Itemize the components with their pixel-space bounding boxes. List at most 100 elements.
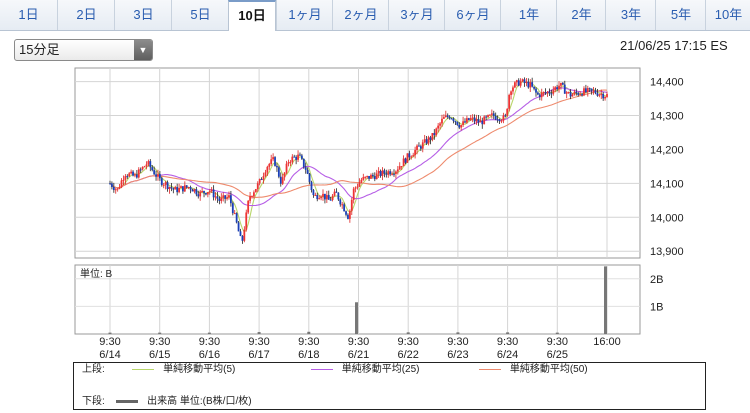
- candle-body: [134, 174, 136, 176]
- tab-11[interactable]: 2年: [556, 0, 606, 30]
- tab-12[interactable]: 3年: [605, 0, 656, 30]
- candle-body: [160, 178, 163, 185]
- tab-5[interactable]: 10日: [228, 0, 276, 31]
- tab-8[interactable]: 3ヶ月: [388, 0, 445, 30]
- candle-body: [253, 192, 255, 197]
- candle-body: [385, 173, 388, 175]
- tab-2[interactable]: 2日: [57, 0, 115, 30]
- candle-body: [331, 195, 334, 200]
- candle-body: [577, 93, 580, 95]
- candle-body: [466, 118, 468, 123]
- candle-body: [429, 137, 432, 140]
- candle-body: [116, 188, 119, 190]
- candle-body: [164, 182, 167, 185]
- candle-body: [208, 190, 211, 193]
- price-tick-label: 14,200: [650, 144, 684, 156]
- candle-body: [473, 117, 476, 122]
- candle-body: [469, 118, 472, 121]
- candle-body: [143, 166, 146, 168]
- candle-body: [347, 214, 349, 219]
- tab-7[interactable]: 2ヶ月: [332, 0, 389, 30]
- x-tick-time: 9:30: [149, 336, 170, 348]
- legend-swatch-ma50: [479, 368, 502, 370]
- chevron-down-icon: ▼: [134, 40, 152, 60]
- candle-body: [558, 85, 560, 90]
- legend-swatch-volume: [116, 399, 139, 403]
- candle-body: [471, 117, 474, 119]
- candle-body: [182, 186, 184, 192]
- candle-body: [325, 194, 328, 200]
- candle-body: [341, 204, 344, 206]
- x-tick-date: 6/21: [348, 349, 369, 361]
- x-tick-date: 6/24: [497, 349, 518, 361]
- candle-body: [277, 167, 280, 177]
- candle-body: [128, 173, 131, 177]
- candle-body: [604, 97, 606, 99]
- candle-body: [561, 82, 564, 85]
- tab-14[interactable]: 10年: [705, 0, 750, 30]
- candle-body: [377, 170, 380, 174]
- x-tick-time: 9:30: [547, 336, 568, 348]
- candle-body: [504, 115, 507, 117]
- x-tick-time: 9:30: [99, 336, 120, 348]
- candle-body: [368, 175, 370, 179]
- candle-body: [410, 156, 413, 158]
- candle-body: [191, 189, 194, 192]
- candle-body: [596, 93, 599, 96]
- candle-body: [391, 173, 393, 175]
- candle-body: [418, 145, 420, 147]
- candle-body: [569, 92, 572, 97]
- candle-body: [281, 177, 284, 184]
- candle-body: [176, 187, 179, 193]
- tab-3[interactable]: 3日: [114, 0, 172, 30]
- candle-body: [606, 93, 608, 98]
- candle-body: [224, 195, 227, 199]
- candle-body: [515, 80, 518, 83]
- tab-10[interactable]: 1年: [500, 0, 557, 30]
- tab-1[interactable]: 1日: [18, 7, 39, 22]
- candle-body: [147, 161, 150, 165]
- candle-body: [139, 169, 142, 171]
- candle-body: [477, 119, 480, 123]
- candle-body: [335, 191, 338, 193]
- candle-body: [130, 171, 133, 174]
- candle-body: [333, 191, 336, 196]
- candle-body: [556, 87, 559, 90]
- candle-body: [600, 93, 603, 95]
- tab-13[interactable]: 5年: [655, 0, 706, 30]
- candle-body: [406, 153, 409, 163]
- candle-body: [291, 156, 294, 162]
- candle-body: [124, 176, 127, 180]
- volume-tick-label: 2B: [650, 274, 663, 286]
- candle-body: [542, 92, 545, 94]
- candle-body: [155, 174, 157, 177]
- candle-body: [467, 118, 470, 121]
- tab-6[interactable]: 1ヶ月: [276, 0, 333, 30]
- tab-9[interactable]: 6ヶ月: [444, 0, 501, 30]
- candle-body: [554, 87, 557, 91]
- candle-body: [462, 121, 464, 126]
- candle-body: [300, 155, 303, 159]
- x-tick-time: 9:30: [199, 336, 220, 348]
- candle-body: [295, 156, 298, 160]
- x-tick-date: 6/16: [199, 349, 220, 361]
- volume-bar: [506, 332, 510, 334]
- candle-body: [575, 91, 578, 94]
- candle-body: [435, 128, 438, 136]
- ma-line-50: [109, 89, 608, 198]
- x-tick-date: 6/22: [397, 349, 418, 361]
- interval-select[interactable]: 15分足 ▼: [14, 39, 153, 61]
- candle-body: [178, 187, 180, 193]
- candle-body: [245, 212, 248, 230]
- tab-4[interactable]: 5日: [171, 0, 229, 30]
- candle-body: [151, 167, 154, 171]
- candle-body: [571, 94, 574, 97]
- candle-body: [538, 94, 541, 98]
- candle-body: [560, 82, 562, 86]
- candle-body: [270, 159, 273, 164]
- candle-body: [276, 165, 278, 168]
- candle-body: [588, 88, 591, 90]
- candle-body: [506, 108, 509, 116]
- candle-body: [500, 120, 503, 122]
- candle-body: [348, 210, 351, 219]
